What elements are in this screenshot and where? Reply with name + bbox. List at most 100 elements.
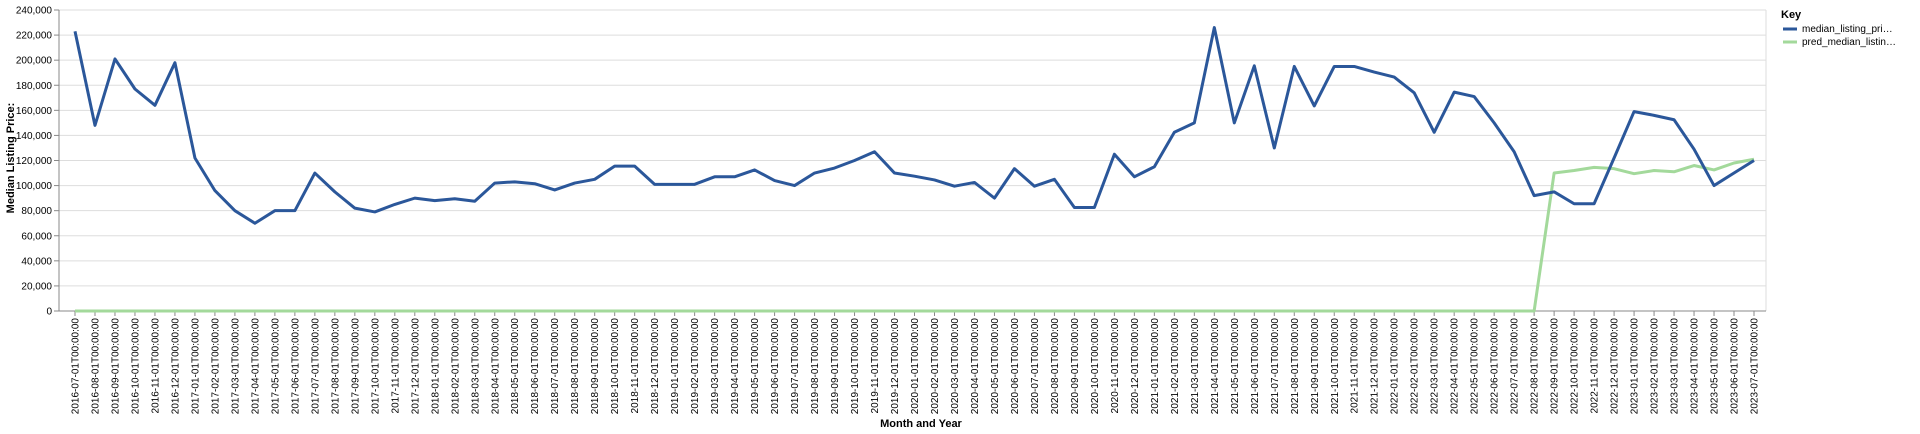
y-tick-label: 80,000 (21, 206, 52, 217)
x-tick-label: 2021-09-01T00:00:00 (1310, 318, 1321, 415)
y-tick-label: 240,000 (16, 6, 53, 17)
x-tick-label: 2016-09-01T00:00:00 (110, 318, 121, 415)
y-tick-label: 140,000 (16, 131, 53, 142)
x-axis: 2016-07-01T00:00:00 2016-08-01T00:00:00 20… (59, 310, 1766, 415)
y-tick-label: 0 (46, 307, 52, 318)
x-tick-label: 2020-10-01T00:00:00 (1090, 318, 1101, 415)
x-tick-label: 2022-10-01T00:00:00 (1570, 318, 1581, 415)
legend-title: Key (1781, 9, 1802, 21)
series-line-pred-median-listin (75, 157, 1755, 313)
x-tick-label: 2018-11-01T00:00:00 (630, 318, 641, 414)
x-tick-label: 2022-01-01T00:00:00 (1390, 318, 1401, 415)
x-tick-label: 2020-05-01T00:00:00 (990, 318, 1001, 415)
x-tick-label: 2019-12-01T00:00:00 (890, 318, 901, 415)
x-tick-label: 2016-12-01T00:00:00 (170, 318, 181, 415)
x-tick-label: 2019-11-01T00:00:00 (870, 318, 881, 414)
x-tick-label: 2022-03-01T00:00:00 (1430, 318, 1441, 415)
x-tick-label: 2019-06-01T00:00:00 (770, 318, 781, 415)
x-tick-label: 2017-04-01T00:00:00 (250, 318, 261, 415)
x-tick-label: 2018-06-01T00:00:00 (530, 318, 541, 415)
x-tick-label: 2017-01-01T00:00:00 (190, 318, 201, 415)
y-tick-label: 60,000 (21, 231, 52, 242)
x-tick-label: 2016-10-01T00:00:00 (130, 318, 141, 415)
x-tick-label: 2018-03-01T00:00:00 (470, 318, 481, 415)
x-tick-label: 2019-03-01T00:00:00 (710, 318, 721, 415)
x-tick-label: 2023-07-01T00:00:00 (1750, 318, 1761, 415)
legend: Key median_listing_pri… pred_median_listi… (1781, 9, 1896, 48)
x-tick-label: 2016-07-01T00:00:00 (71, 318, 82, 415)
y-tick-label: 180,000 (16, 81, 53, 92)
x-tick-label: 2016-08-01T00:00:00 (90, 318, 101, 415)
legend-label: median_listing_pri… (1802, 24, 1893, 35)
x-tick-label: 2017-05-01T00:00:00 (270, 318, 281, 415)
x-tick-label: 2017-06-01T00:00:00 (290, 318, 301, 415)
x-tick-label: 2019-01-01T00:00:00 (670, 318, 681, 415)
x-tick-label: 2022-11-01T00:00:00 (1590, 318, 1601, 414)
x-tick-label: 2018-10-01T00:00:00 (610, 318, 621, 415)
x-tick-label: 2021-11-01T00:00:00 (1350, 318, 1361, 414)
x-tick-label: 2021-04-01T00:00:00 (1210, 318, 1221, 415)
x-tick-label: 2018-04-01T00:00:00 (490, 318, 501, 415)
y-tick-label: 220,000 (16, 31, 53, 42)
x-tick-label: 2017-07-01T00:00:00 (310, 318, 321, 415)
x-tick-label: 2022-08-01T00:00:00 (1530, 318, 1541, 415)
x-tick-label: 2023-05-01T00:00:00 (1710, 318, 1721, 415)
x-tick-label: 2020-04-01T00:00:00 (970, 318, 981, 415)
x-tick-label: 2023-06-01T00:00:00 (1730, 318, 1741, 415)
x-tick-label: 2021-02-01T00:00:00 (1170, 318, 1181, 415)
x-tick-label: 2018-12-01T00:00:00 (650, 318, 661, 415)
x-tick-label: 2021-01-01T00:00:00 (1150, 318, 1161, 415)
x-tick-label: 2019-07-01T00:00:00 (790, 318, 801, 415)
x-tick-label: 2019-09-01T00:00:00 (830, 318, 841, 415)
grid-lines (59, 9, 1767, 312)
x-tick-label: 2017-08-01T00:00:00 (330, 318, 341, 415)
y-tick-label: 200,000 (16, 56, 53, 67)
x-tick-label: 2021-03-01T00:00:00 (1190, 318, 1201, 415)
x-tick-label: 2019-08-01T00:00:00 (810, 318, 821, 415)
x-tick-label: 2022-09-01T00:00:00 (1550, 318, 1561, 415)
x-tick-label: 2020-09-01T00:00:00 (1070, 318, 1081, 415)
x-tick-label: 2019-10-01T00:00:00 (850, 318, 861, 415)
x-tick-label: 2021-08-01T00:00:00 (1290, 318, 1301, 415)
x-tick-label: 2018-01-01T00:00:00 (430, 318, 441, 415)
x-tick-label: 2020-08-01T00:00:00 (1050, 318, 1061, 415)
y-tick-label: 100,000 (16, 181, 53, 192)
y-axis: 0 20,000 40,000 60,000 80,000 100,000 120,000 1… (16, 6, 60, 318)
x-tick-label: 2020-02-01T00:00:00 (930, 318, 941, 415)
x-tick-label: 2022-05-01T00:00:00 (1470, 318, 1481, 415)
x-tick-label: 2020-12-01T00:00:00 (1130, 318, 1141, 415)
x-tick-label: 2022-04-01T00:00:00 (1450, 318, 1461, 415)
x-axis-title: Month and Year (880, 418, 962, 430)
x-tick-label: 2021-07-01T00:00:00 (1270, 318, 1281, 415)
y-tick-label: 20,000 (21, 281, 52, 292)
x-tick-label: 2021-06-01T00:00:00 (1250, 318, 1261, 415)
x-tick-label: 2017-02-01T00:00:00 (210, 318, 221, 415)
x-tick-label: 2017-11-01T00:00:00 (390, 318, 401, 414)
series-line-median-listing-pri (73, 26, 1755, 225)
x-tick-label: 2018-05-01T00:00:00 (510, 318, 521, 415)
x-tick-label: 2020-01-01T00:00:00 (910, 318, 921, 415)
x-tick-label: 2018-08-01T00:00:00 (570, 318, 581, 415)
x-tick-label: 2022-06-01T00:00:00 (1490, 318, 1501, 415)
series-lines (73, 26, 1755, 313)
x-tick-label: 2023-03-01T00:00:00 (1670, 318, 1681, 415)
y-tick-label: 160,000 (16, 106, 53, 117)
x-tick-label: 2017-10-01T00:00:00 (370, 318, 381, 415)
x-tick-label: 2023-01-01T00:00:00 (1630, 318, 1641, 415)
y-axis-title: Median Listing Price: (5, 103, 17, 214)
x-tick-label: 2020-11-01T00:00:00 (1110, 318, 1121, 414)
x-tick-label: 2020-07-01T00:00:00 (1030, 318, 1041, 415)
legend-label: pred_median_listin… (1802, 37, 1896, 48)
x-tick-label: 2023-02-01T00:00:00 (1650, 318, 1661, 415)
x-tick-label: 2017-12-01T00:00:00 (410, 318, 421, 415)
x-tick-label: 2019-04-01T00:00:00 (730, 318, 741, 415)
x-tick-label: 2017-09-01T00:00:00 (350, 318, 361, 415)
x-tick-label: 2021-12-01T00:00:00 (1370, 318, 1381, 415)
x-tick-label: 2016-11-01T00:00:00 (150, 318, 161, 414)
x-tick-label: 2018-07-01T00:00:00 (550, 318, 561, 415)
x-tick-label: 2017-03-01T00:00:00 (230, 318, 241, 415)
x-tick-label: 2020-03-01T00:00:00 (950, 318, 961, 415)
x-tick-label: 2020-06-01T00:00:00 (1010, 318, 1021, 415)
x-tick-label: 2018-09-01T00:00:00 (590, 318, 601, 415)
